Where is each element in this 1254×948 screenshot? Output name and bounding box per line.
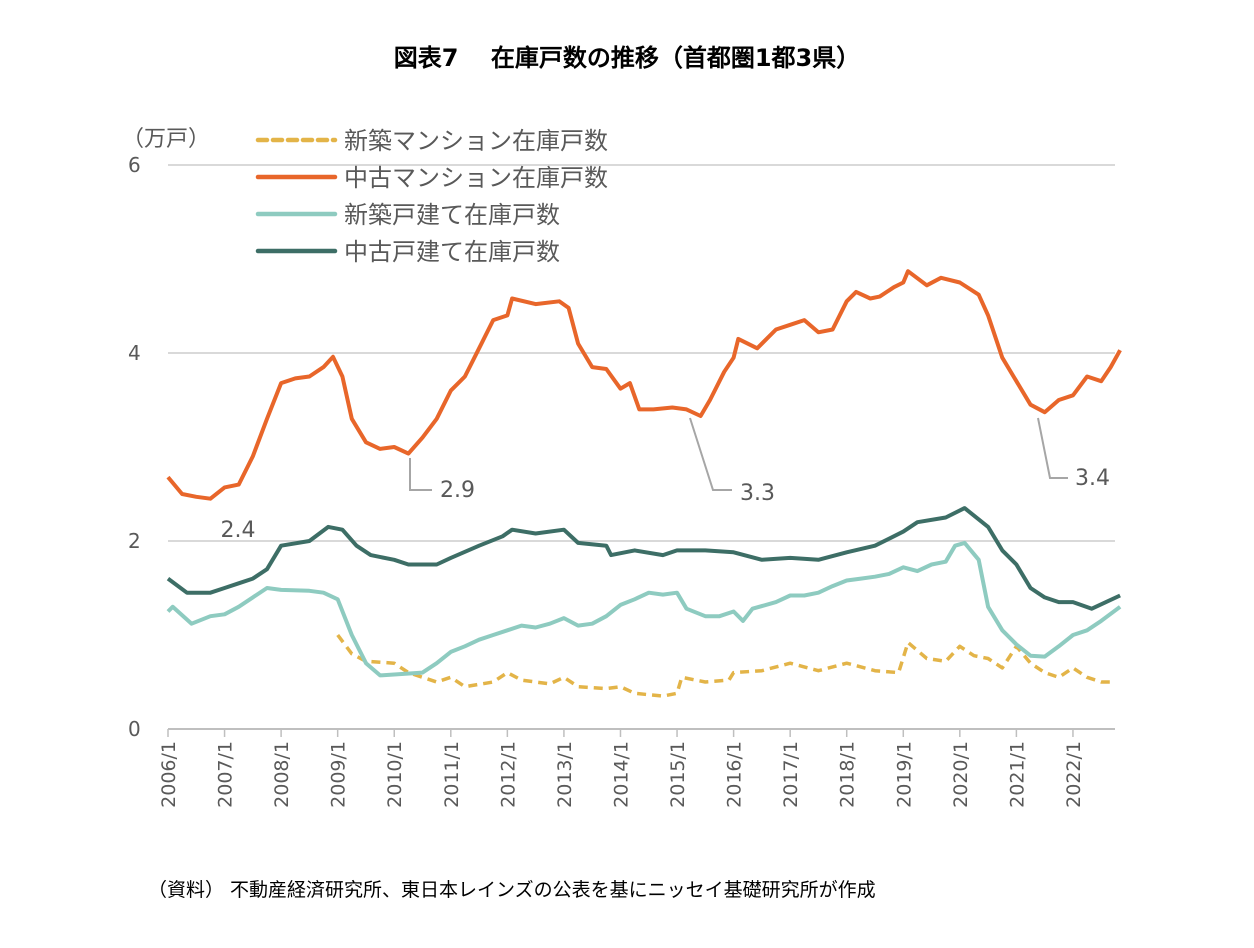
x-tick-label: 2019/1 — [893, 741, 915, 808]
y-tick-label: 2 — [128, 529, 141, 553]
x-tick-label: 2012/1 — [497, 741, 519, 808]
y-tick-label: 0 — [128, 717, 141, 741]
legend-label: 中古戸建て在庫戸数 — [344, 238, 560, 266]
x-tick-label: 2015/1 — [667, 741, 689, 808]
source-note: （資料） 不動産経済研究所、東日本レインズの公表を基にニッセイ基礎研究所が作成 — [148, 879, 876, 901]
annotation-label: 2.4 — [221, 518, 256, 543]
y-axis-unit: （万戸） — [122, 127, 210, 152]
y-tick-label: 4 — [128, 341, 141, 365]
annotation-label: 2.9 — [440, 478, 475, 503]
legend-label: 中古マンション在庫戸数 — [344, 164, 608, 192]
x-tick-label: 2016/1 — [724, 741, 746, 808]
legend-label: 新築戸建て在庫戸数 — [344, 201, 560, 229]
series-line — [166, 506, 1121, 611]
x-tick-label: 2022/1 — [1063, 741, 1085, 808]
x-tick-label: 2021/1 — [1006, 741, 1028, 808]
annotation-leader — [689, 417, 732, 491]
x-tick-label: 2007/1 — [215, 741, 237, 808]
x-tick-label: 2009/1 — [328, 741, 350, 808]
x-tick-label: 2014/1 — [610, 741, 632, 808]
x-tick-label: 2010/1 — [384, 741, 406, 808]
x-tick-label: 2018/1 — [837, 741, 859, 808]
x-tick-label: 2013/1 — [554, 741, 576, 808]
annotation-leader — [1037, 417, 1068, 479]
x-tick-label: 2020/1 — [950, 741, 972, 808]
series-line — [336, 633, 1116, 698]
series-line — [166, 540, 1122, 678]
legend-label: 新築マンション在庫戸数 — [344, 127, 608, 155]
annotation-label: 3.3 — [740, 481, 775, 506]
annotation-leader — [409, 458, 432, 491]
y-tick-label: 6 — [128, 153, 141, 177]
x-tick-label: 2008/1 — [271, 741, 293, 808]
annotation-label: 3.4 — [1075, 466, 1110, 491]
chart-title: 図表7 在庫戸数の推移（首都圏1都3県） — [393, 44, 861, 72]
x-tick-label: 2011/1 — [441, 741, 463, 808]
series-line — [166, 269, 1122, 501]
x-tick-label: 2017/1 — [780, 741, 802, 808]
x-tick-label: 2006/1 — [158, 741, 180, 808]
